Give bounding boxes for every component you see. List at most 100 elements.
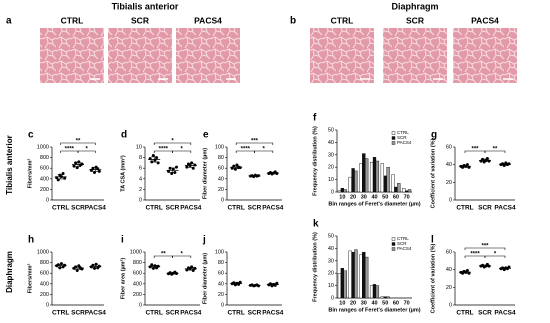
y-tick-label: 0 <box>331 189 334 195</box>
x-tick-label: SCR <box>71 205 85 212</box>
significance-label: * <box>171 139 174 145</box>
legend-swatch <box>391 136 396 140</box>
bar <box>362 153 366 193</box>
y-tick-label: 30 <box>328 258 334 264</box>
legend-label: PACS4 <box>397 246 412 251</box>
x-tick-label: 10 <box>339 300 345 306</box>
significance-label: **** <box>241 147 251 153</box>
error-bar <box>151 156 158 163</box>
x-tick-label: CTRL <box>52 310 69 317</box>
x-tick-label: 30 <box>361 300 367 306</box>
bar <box>340 268 345 299</box>
y-tick-label: 1000 <box>37 249 49 255</box>
data-point <box>150 263 154 267</box>
significance-bracket <box>484 255 506 258</box>
data-point <box>61 172 65 175</box>
error-bar <box>251 284 258 287</box>
row-label: Tibialis anterior <box>5 135 14 194</box>
x-tick-label: 70 <box>404 300 410 306</box>
error-bar <box>502 163 508 166</box>
y-tick-label: 0 <box>449 302 452 308</box>
panel-label: e <box>203 130 209 141</box>
bar <box>369 285 374 299</box>
bar <box>372 157 377 193</box>
x-tick-label: CTRL <box>145 310 162 317</box>
error-bar <box>251 175 258 177</box>
data-point <box>485 156 489 160</box>
significance-label: ** <box>76 139 81 145</box>
significance-label: *** <box>481 244 489 250</box>
y-tick-label: 0 <box>221 302 224 308</box>
y-tick-label: 80 <box>218 260 224 266</box>
error-bar <box>169 272 176 275</box>
histology-image <box>40 28 104 83</box>
image-label: CTRL <box>61 15 84 25</box>
data-point <box>193 163 197 167</box>
histology-image <box>176 28 240 83</box>
bar <box>351 168 355 193</box>
significance-bracket <box>77 150 96 153</box>
muscle-title: Diaphragm <box>391 1 438 11</box>
y-tick-label: 800 <box>40 155 49 161</box>
y-axis-label: Fibers/mm² <box>26 264 33 294</box>
bar <box>386 166 390 193</box>
significance-label: *** <box>251 139 259 145</box>
data-point <box>91 263 95 267</box>
bar <box>348 176 352 193</box>
error-bar <box>169 167 176 174</box>
y-tick-label: 600 <box>40 166 49 172</box>
significance-bracket <box>235 142 274 145</box>
panel-label: a <box>6 16 12 27</box>
x-tick-label: SCR <box>478 205 492 212</box>
y-tick-label: 20 <box>328 165 334 171</box>
image-label: PACS4 <box>471 15 499 25</box>
y-tick-label: 200 <box>133 292 142 298</box>
significance-label: ** <box>161 252 166 258</box>
bar <box>354 249 358 299</box>
bar <box>404 190 409 193</box>
error-bar <box>482 264 488 268</box>
bar <box>354 170 358 193</box>
legend-label: SCR <box>397 241 407 246</box>
error-bar <box>187 267 194 271</box>
y-tick-label: 1000 <box>130 249 142 255</box>
data-point <box>185 165 189 169</box>
significance-label: * <box>262 147 265 153</box>
panel-label: f <box>313 113 317 124</box>
y-tick-label: 40 <box>446 162 452 168</box>
x-tick-label: 40 <box>371 300 377 306</box>
y-tick-label: 400 <box>133 281 142 287</box>
x-tick-label: 10 <box>339 194 345 200</box>
x-tick-label: 70 <box>404 194 410 200</box>
significance-label: **** <box>159 147 169 153</box>
x-tick-label: PACS4 <box>85 310 107 317</box>
y-tick-label: 400 <box>40 176 49 182</box>
bar <box>386 296 390 299</box>
bar <box>359 254 363 299</box>
data-point <box>191 269 195 273</box>
y-tick-label: 60 <box>218 271 224 277</box>
y-tick-label: 0 <box>449 197 452 203</box>
legend-swatch <box>391 131 396 135</box>
data-point <box>156 161 160 165</box>
x-tick-label: SCR <box>166 310 180 317</box>
bar <box>375 160 380 193</box>
significance-bracket <box>153 142 192 145</box>
legend-swatch <box>391 141 396 145</box>
y-axis-label: Fibers/mm² <box>26 159 33 189</box>
data-point <box>232 164 236 168</box>
y-axis-label: Coefficient of variation (%) <box>430 138 436 208</box>
image-label: PACS4 <box>194 15 222 25</box>
data-point <box>63 176 67 180</box>
legend-swatch <box>391 242 396 246</box>
data-point <box>185 268 189 272</box>
error-bar <box>462 164 468 168</box>
y-tick-label: 40 <box>328 140 334 146</box>
y-tick-label: 60 <box>218 166 224 172</box>
panel-label: k <box>313 219 319 230</box>
error-bar <box>92 167 99 172</box>
error-bar <box>462 270 468 274</box>
bar <box>343 270 347 299</box>
bar <box>337 190 342 193</box>
bar <box>359 163 363 193</box>
